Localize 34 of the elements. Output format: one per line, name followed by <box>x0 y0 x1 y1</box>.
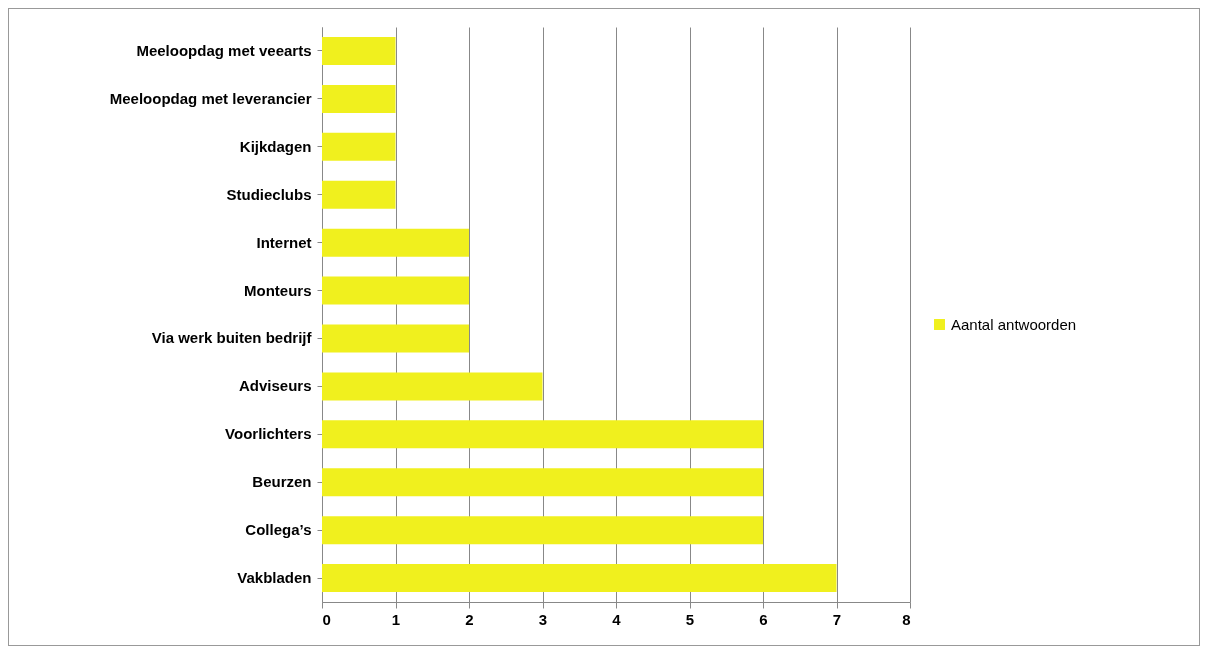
bar <box>322 324 469 353</box>
y-tick-label: Monteurs <box>244 281 312 299</box>
bar <box>322 564 837 593</box>
y-tick-label: Via werk buiten bedrijf <box>151 329 313 347</box>
bar <box>322 276 469 305</box>
x-tick-label: 8 <box>902 610 911 628</box>
x-tick-label: 1 <box>391 610 401 628</box>
x-tick-label: 7 <box>832 610 842 628</box>
x-tick-label: 4 <box>612 610 622 628</box>
x-tick-label: 3 <box>538 610 548 628</box>
y-tick-label: Internet <box>256 233 312 251</box>
y-tick-label: Meeloopdag met veearts <box>136 41 312 59</box>
bar <box>322 516 763 545</box>
y-tick-label: Adviseurs <box>238 377 312 395</box>
legend-label: Aantal antwoorden <box>951 315 1077 333</box>
bar <box>322 36 396 65</box>
x-tick-label: 5 <box>685 610 695 628</box>
bar <box>322 180 396 209</box>
y-tick-label: Studieclubs <box>226 185 312 203</box>
y-tick-label: Voorlichters <box>225 425 312 443</box>
bar <box>322 132 396 161</box>
y-tick-label: Vakbladen <box>237 569 312 587</box>
bar <box>322 372 543 401</box>
bar <box>322 228 469 257</box>
y-tick-label: Beurzen <box>252 473 312 491</box>
y-tick-label: Collega’s <box>245 521 312 539</box>
bar <box>322 420 763 449</box>
x-tick-label: 0 <box>322 610 331 628</box>
x-tick-label: 6 <box>759 610 768 628</box>
y-tick-label: Meeloopdag met leverancier <box>109 89 312 107</box>
x-tick-label: 2 <box>465 610 474 628</box>
y-tick-label: Kijkdagen <box>239 137 312 155</box>
bar <box>322 468 763 497</box>
bar <box>322 84 396 113</box>
